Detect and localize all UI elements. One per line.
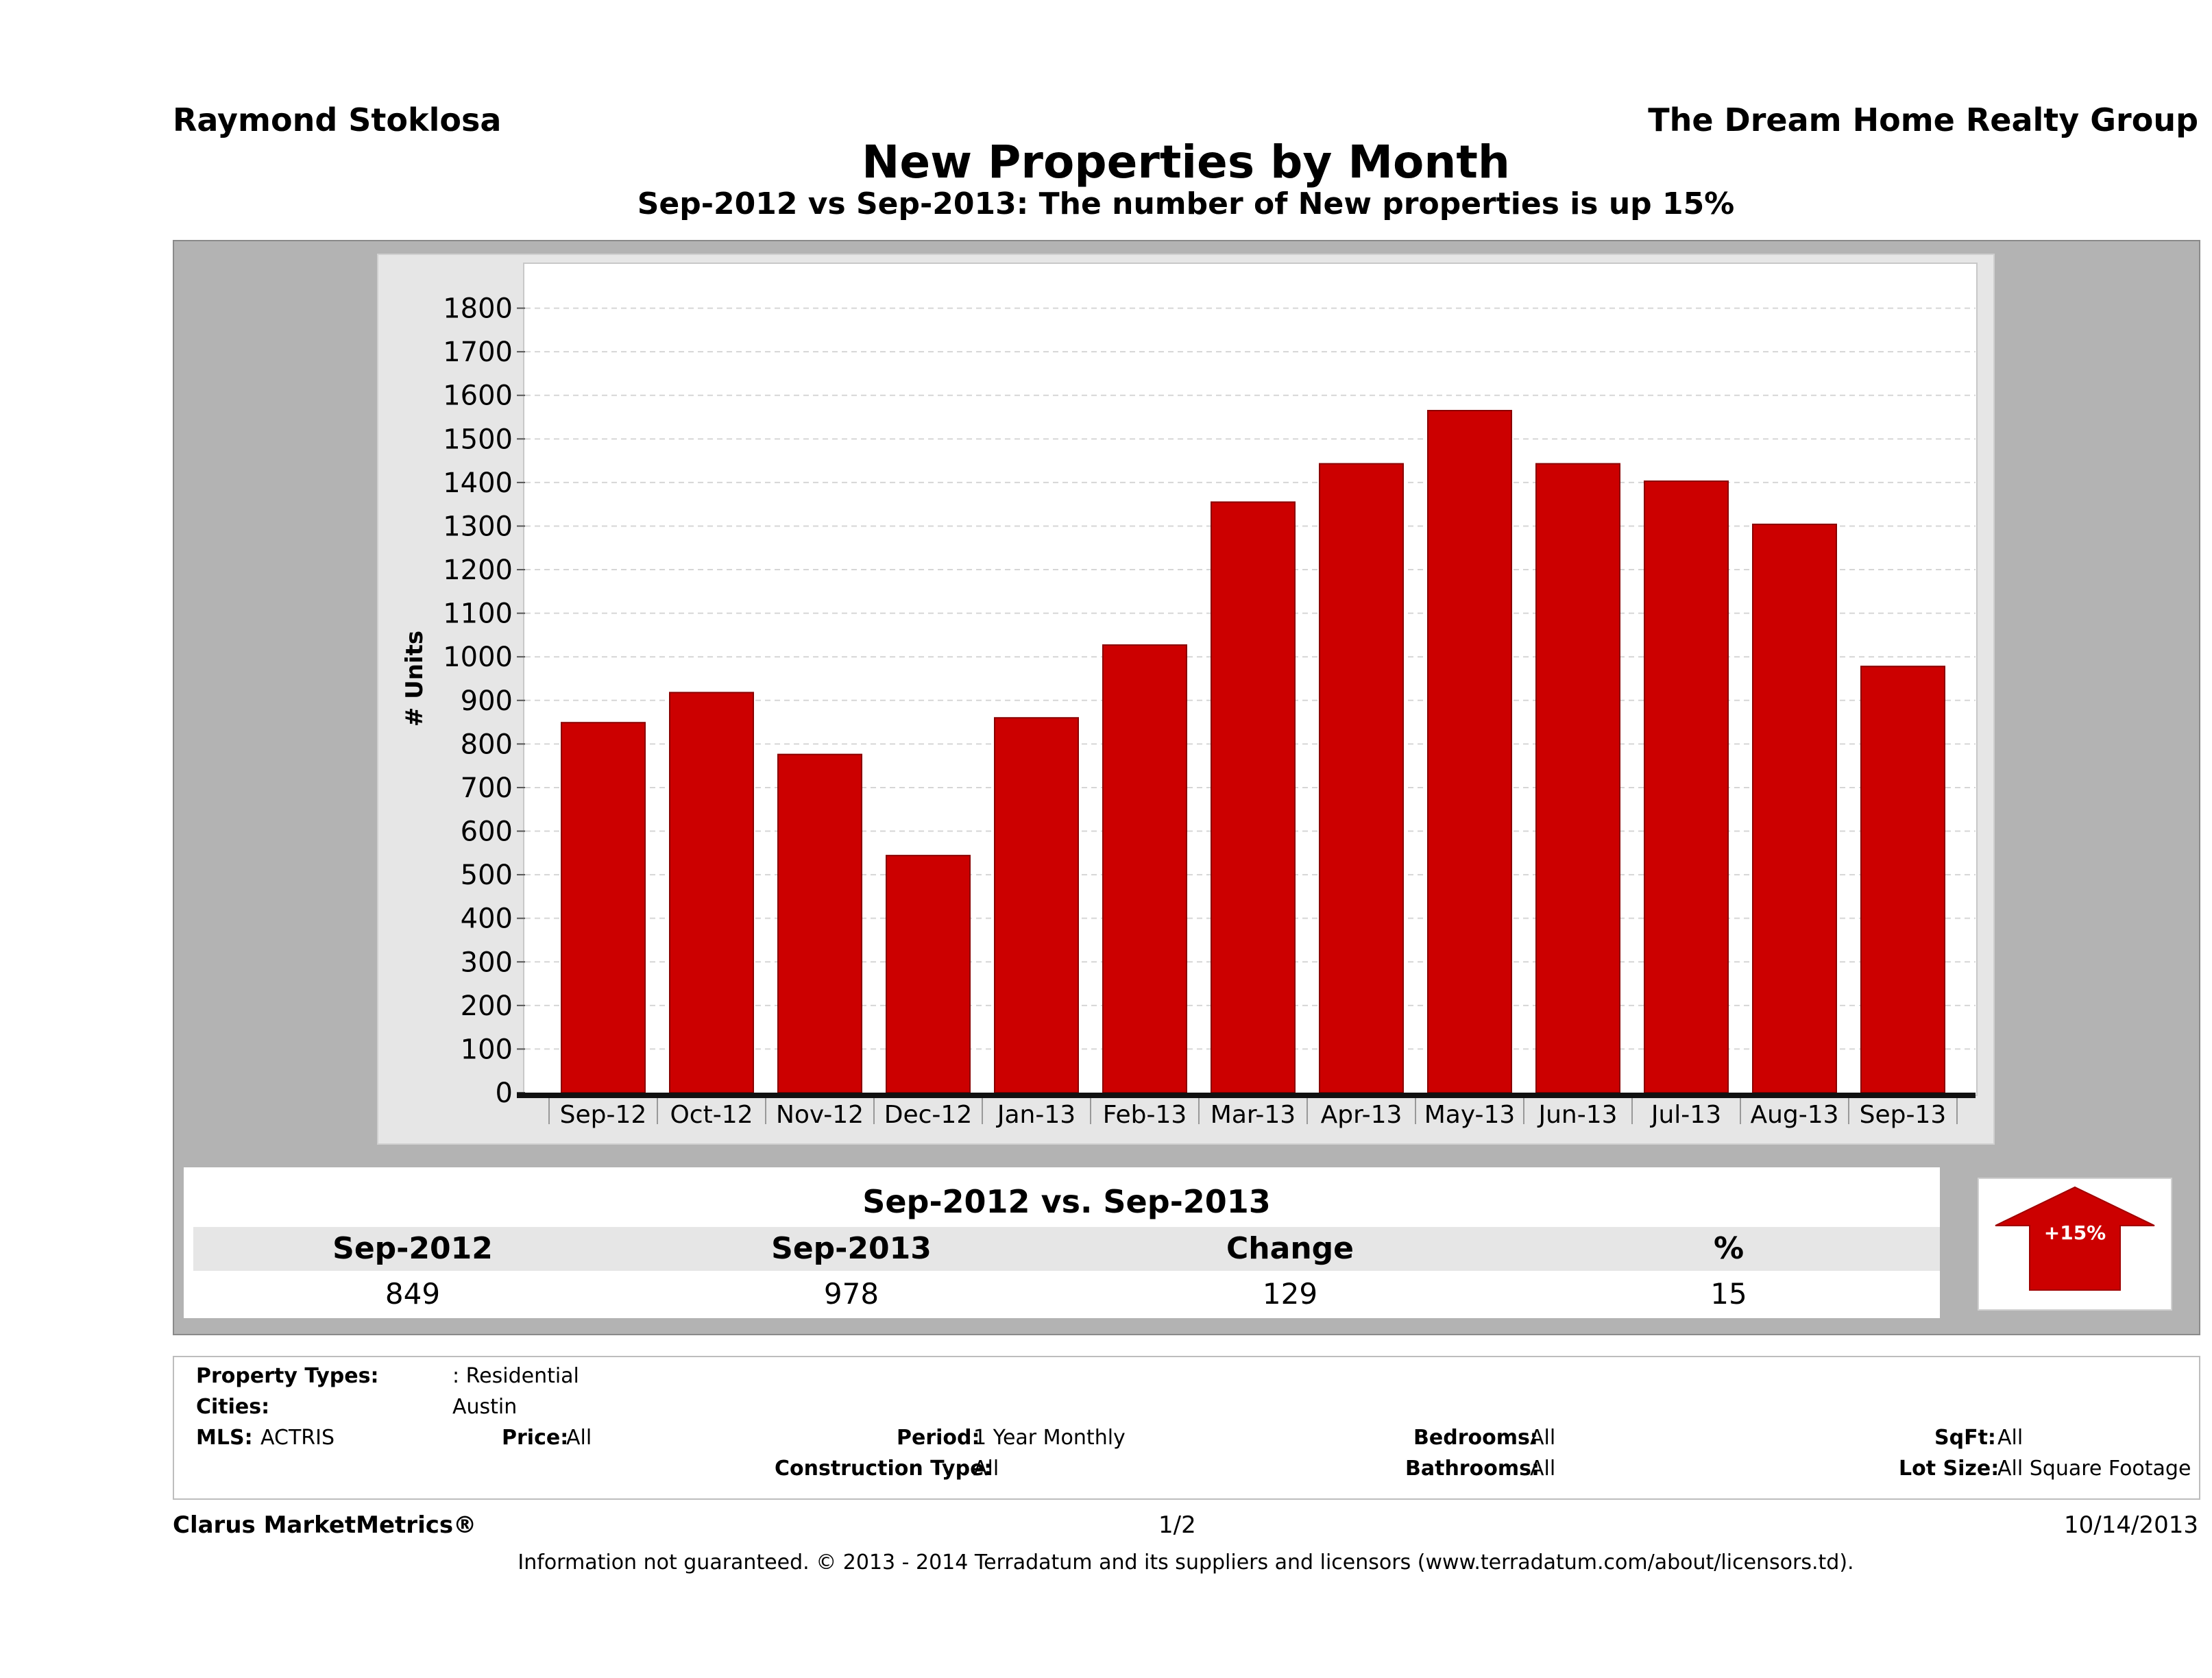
price-value: All [566,1426,592,1450]
bedrooms-value: All [1530,1426,1556,1450]
y-tick-label: 1600 [443,380,513,412]
sqft-label: SqFt: [1934,1426,1996,1450]
bar [777,753,862,1093]
construction-type-value: All [973,1457,999,1481]
bar [1102,644,1187,1093]
y-tick-label: 200 [461,990,513,1022]
company-name: The Dream Home Realty Group [1648,101,2198,138]
bar-chart: 0 100 200 300 400 500 600 700 800 900 1000 1100 1200… [401,263,1978,1129]
bar [994,717,1079,1093]
y-tick-label: 1500 [443,424,513,455]
y-tick-label: 0 [496,1078,513,1109]
comparison-label-end: Sep-2013 [771,1231,932,1266]
y-tick-label: 100 [461,1034,513,1065]
x-tick-label: Jun-13 [1537,1101,1617,1129]
y-tick-label: 800 [461,729,513,760]
mls-value: ACTRIS [260,1426,335,1450]
bar [1644,480,1729,1093]
period-label: Period: [897,1426,980,1450]
x-tick-label: Aug-13 [1750,1101,1838,1129]
comparison-label-percent: % [1713,1231,1745,1266]
x-tick-label: Sep-13 [1860,1101,1947,1129]
footer-brand: Clarus MarketMetrics® [173,1511,477,1539]
y-tick-label: 1800 [443,293,513,325]
bar [561,722,646,1093]
page-subtitle: Sep-2012 vs Sep-2013: The number of New … [637,186,1735,221]
y-tick-label: 600 [461,816,513,848]
lot-size-label: Lot Size: [1899,1457,2000,1481]
bar [669,692,754,1093]
bar [886,855,971,1094]
x-tick-label: Jan-13 [996,1101,1075,1129]
y-tick-label: 1100 [443,598,513,630]
price-label: Price: [502,1426,569,1450]
x-tick-label: Mar-13 [1211,1101,1296,1129]
x-tick-label: Jul-13 [1650,1101,1721,1129]
footer-disclaimer: Information not guaranteed. © 2013 - 201… [518,1551,1854,1574]
y-tick-label: 400 [461,903,513,935]
y-tick-label: 300 [461,947,513,978]
y-tick-label: 1400 [443,467,513,499]
x-tick-label: Nov-12 [776,1101,864,1129]
bar [1211,501,1296,1093]
comparison-value-change: 129 [1262,1277,1318,1311]
cities-value: Austin [452,1395,518,1419]
comparison-value-start: 849 [385,1277,441,1311]
x-tick-label: Sep-12 [560,1101,647,1129]
comparison-value-percent: 15 [1710,1277,1747,1311]
sqft-value: All [1997,1426,2023,1450]
filters-panel [173,1356,2200,1500]
y-tick-label: 700 [461,773,513,804]
y-axis-ticks: 0 100 200 300 400 500 600 700 800 900 1000 1100 1200… [443,293,525,1109]
lot-size-value: All Square Footage [1997,1457,2191,1481]
y-tick-label: 1300 [443,511,513,542]
property-types-value: : Residential [452,1364,579,1388]
y-tick-label: 1000 [443,642,513,673]
page-title: New Properties by Month [862,136,1510,189]
bar [1860,666,1945,1093]
bar [1752,523,1837,1093]
y-tick-label: 1700 [443,337,513,368]
bedrooms-label: Bedrooms: [1413,1426,1538,1450]
y-axis-label: # Units [401,631,428,727]
comparison-label-start: Sep-2012 [332,1231,493,1266]
construction-type-label: Construction Type: [775,1457,993,1481]
bar [1427,409,1512,1093]
x-tick-label: May-13 [1424,1101,1516,1129]
period-value: 1 Year Monthly [973,1426,1126,1450]
cities-label: Cities: [196,1395,270,1419]
comparison-heading: Sep-2012 vs. Sep-2013 [862,1183,1271,1220]
bars [561,409,1945,1094]
x-axis-ticks: Sep-12 Oct-12 Nov-12 Dec-12 Jan-13 Feb-13 Mar-… [517,1093,1976,1129]
x-tick-label: Feb-13 [1103,1101,1187,1129]
comparison-label-row [193,1227,1940,1271]
change-badge-label: +15% [2044,1221,2106,1244]
up-arrow-icon: +15% [1995,1186,2155,1291]
bathrooms-label: Bathrooms: [1405,1457,1540,1481]
x-tick-label: Dec-12 [884,1101,972,1129]
mls-label: MLS: [196,1426,253,1450]
comparison-label-change: Change [1226,1231,1354,1266]
y-tick-label: 900 [461,685,513,717]
x-tick-label: Oct-12 [670,1101,753,1129]
y-tick-label: 500 [461,860,513,891]
footer-page-number: 1/2 [1158,1511,1196,1539]
bar [1535,463,1620,1093]
y-tick-label: 1200 [443,555,513,586]
bathrooms-value: All [1530,1457,1556,1481]
x-tick-label: Apr-13 [1321,1101,1402,1129]
footer-date: 10/14/2013 [2064,1511,2198,1539]
property-types-label: Property Types: [196,1364,379,1388]
agent-name: Raymond Stoklosa [173,101,502,138]
bar [1319,463,1404,1093]
comparison-value-end: 978 [823,1277,879,1311]
